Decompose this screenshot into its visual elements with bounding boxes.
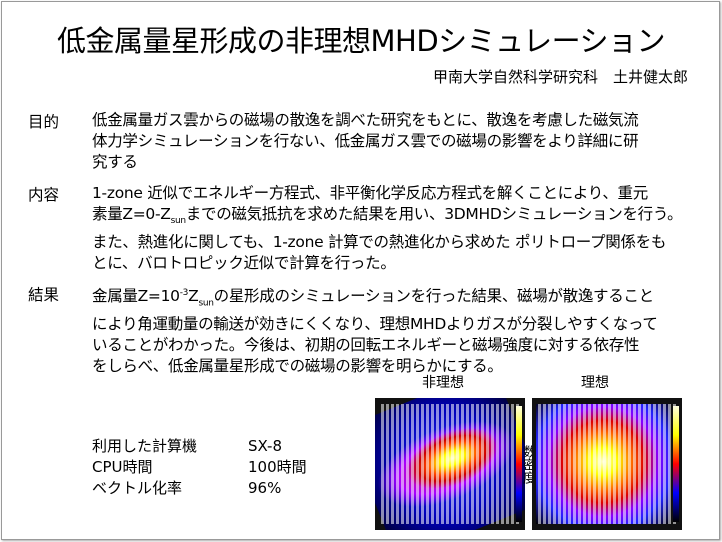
ideal-caption: 理想 xyxy=(581,375,609,391)
text-pre: により角運動量の輸送が効きにくくなり、理想MHDよりガスが分裂しやすくなって xyxy=(92,315,658,334)
spec-value: SX-8 xyxy=(248,437,283,455)
spec-key: 利用した計算機 xyxy=(92,437,198,455)
spec-value: 96% xyxy=(248,479,282,497)
text-pre: 1-zone 近似でエネルギー方程式、非平衡化学反応方程式を解くことにより、重元 xyxy=(92,184,648,202)
section-body: 1-zone 近似でエネルギー方程式、非平衡化学反応方程式を解くことにより、重元… xyxy=(92,183,683,274)
text-pre: いることがわかった。今後は、初期の回転エネルギーと磁場強度に対する依存性 xyxy=(92,336,640,355)
text-pre: 低金属量ガス雲からの磁場の散逸を調べた研究をもとに、散逸を考慮した磁気流 xyxy=(92,111,639,129)
text-post: の星形成のシミュレーションを行った結果、磁場が散逸すること xyxy=(213,287,654,306)
slide-title: 低金属量星形成の非理想MHDシミュレーション xyxy=(57,24,666,58)
density-label: 数密度 xyxy=(520,445,535,484)
text-pre: 体力学シミュレーションを行ない、低金属ガス雲での磁場の影響をより詳細に研 xyxy=(92,132,639,150)
section-label: 結果 xyxy=(28,286,60,304)
text-sub: sun xyxy=(198,298,214,309)
text-pre: 素量Z=0-Z xyxy=(92,205,171,223)
text-pre: 究する xyxy=(92,153,138,171)
text-mid: Z xyxy=(188,287,199,306)
spec-row: 利用した計算機 SX-8 xyxy=(92,436,307,457)
ideal-density-plot xyxy=(532,398,682,530)
nonideal-caption: 非理想 xyxy=(422,375,464,391)
text-line: いることがわかった。今後は、初期の回転エネルギーと磁場強度に対する依存性 xyxy=(92,335,658,356)
author: 甲南大学自然科学研究科 土井健太郎 xyxy=(432,68,688,86)
nonideal-density-plot xyxy=(375,398,525,530)
section-label: 目的 xyxy=(28,113,60,131)
spec-value: 100時間 xyxy=(248,458,307,476)
text-line: 金属量Z=10-3Zsunの星形成のシミュレーションを行った結果、磁場が散逸する… xyxy=(92,283,658,314)
spec-key: CPU時間 xyxy=(92,458,153,476)
spec-row: ベクトル化率 96% xyxy=(92,478,307,499)
text-pre: とに、バロトロピック近似で計算を行った。 xyxy=(92,254,396,273)
text-line: 体力学シミュレーションを行ない、低金属ガス雲での磁場の影響をより詳細に研 xyxy=(92,131,639,152)
text-line: また、熱進化に関しても、1-zone 計算での熱進化から求めた ポリトロープ関係… xyxy=(92,232,682,253)
text-line: 1-zone 近似でエネルギー方程式、非平衡化学反応方程式を解くことにより、重元 xyxy=(92,183,682,204)
text-line: 素量Z=0-Zsunまでの磁気抵抗を求めた結果を用い、3DMHDシミュレーション… xyxy=(92,204,683,232)
compute-specs: 利用した計算機 SX-8 CPU時間 100時間 ベクトル化率 96% xyxy=(92,436,307,499)
text-pre: また、熱進化に関しても、1-zone 計算での熱進化から求めた ポリトロープ関係… xyxy=(92,233,667,252)
text-line: 低金属量ガス雲からの磁場の散逸を調べた研究をもとに、散逸を考慮した磁気流 xyxy=(92,110,639,131)
spec-row: CPU時間 100時間 xyxy=(92,457,307,478)
text-line: により角運動量の輸送が効きにくくなり、理想MHDよりガスが分裂しやすくなって xyxy=(92,314,658,335)
text-sub: sun xyxy=(170,216,187,227)
text-line: をしらべ、低金属量星形成での磁場の影響を明らかにする。 xyxy=(92,356,658,377)
text-line: とに、バロトロピック近似で計算を行った。 xyxy=(92,253,682,274)
spec-key: ベクトル化率 xyxy=(92,479,183,497)
text-post: までの磁気抵抗を求めた結果を用い、3DMHDシミュレーションを行う。 xyxy=(185,205,683,223)
text-line: 究する xyxy=(92,152,638,173)
text-sup: -3 xyxy=(179,288,189,298)
text-pre: 金属量Z=10 xyxy=(92,287,180,306)
text-pre: をしらべ、低金属量星形成での磁場の影響を明らかにする。 xyxy=(92,357,503,376)
section-label: 内容 xyxy=(28,186,60,204)
section-body: 金属量Z=10-3Zsunの星形成のシミュレーションを行った結果、磁場が散逸する… xyxy=(92,283,658,377)
section-body: 低金属量ガス雲からの磁場の散逸を調べた研究をもとに、散逸を考慮した磁気流 体力学シ… xyxy=(92,110,639,173)
